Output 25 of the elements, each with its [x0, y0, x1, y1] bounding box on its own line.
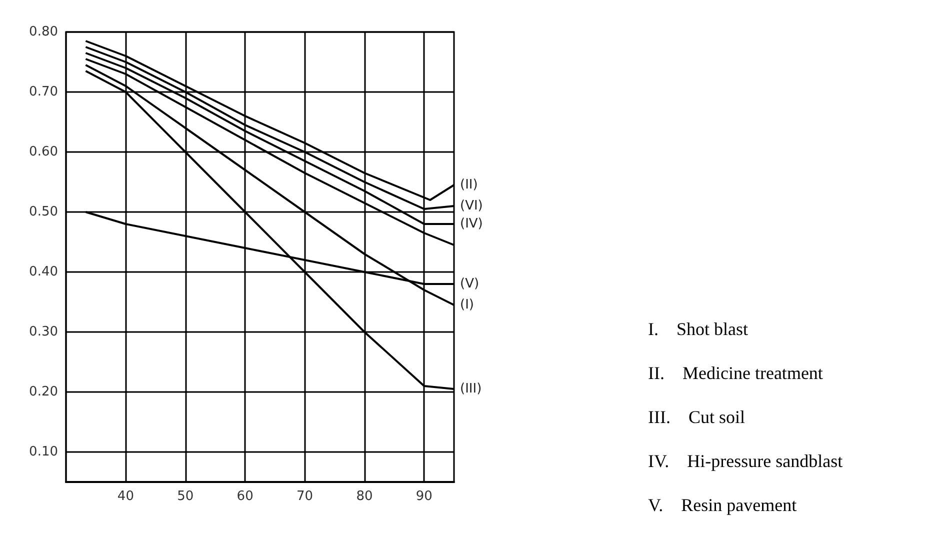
series-label: (V)	[460, 276, 480, 292]
x-tick-label: 60	[236, 489, 254, 504]
x-tick-label: 70	[296, 489, 314, 504]
series-label: (I)	[460, 298, 474, 312]
y-tick-label: 0.50	[29, 204, 58, 220]
x-tick-label: 80	[356, 489, 373, 504]
x-tick-label: 50	[177, 489, 194, 504]
series-label: (VI)	[460, 198, 483, 214]
y-tick-label: 0.60	[29, 144, 58, 160]
y-tick-label: 0.20	[29, 384, 58, 400]
series-label: (III)	[460, 382, 482, 396]
text: V. Resin pavement	[648, 495, 797, 515]
x-tick-label: 90	[416, 489, 432, 504]
text: I. Shot blast	[648, 319, 748, 339]
text: II. Medicine treatment	[648, 363, 823, 383]
text: IV. Hi-pressure sandblast	[648, 451, 843, 471]
y-tick-label: 0.40	[29, 264, 58, 280]
text: III. Cut soil	[648, 407, 745, 427]
x-tick-label: 40	[117, 489, 134, 504]
series-label: (IV)	[460, 216, 483, 232]
series-label: (II)	[460, 178, 478, 192]
y-tick-label: 0.30	[29, 324, 58, 340]
y-tick-label: 0.70	[29, 84, 58, 100]
y-tick-label: 0.80	[29, 24, 58, 40]
y-tick-label: 0.10	[29, 444, 58, 460]
